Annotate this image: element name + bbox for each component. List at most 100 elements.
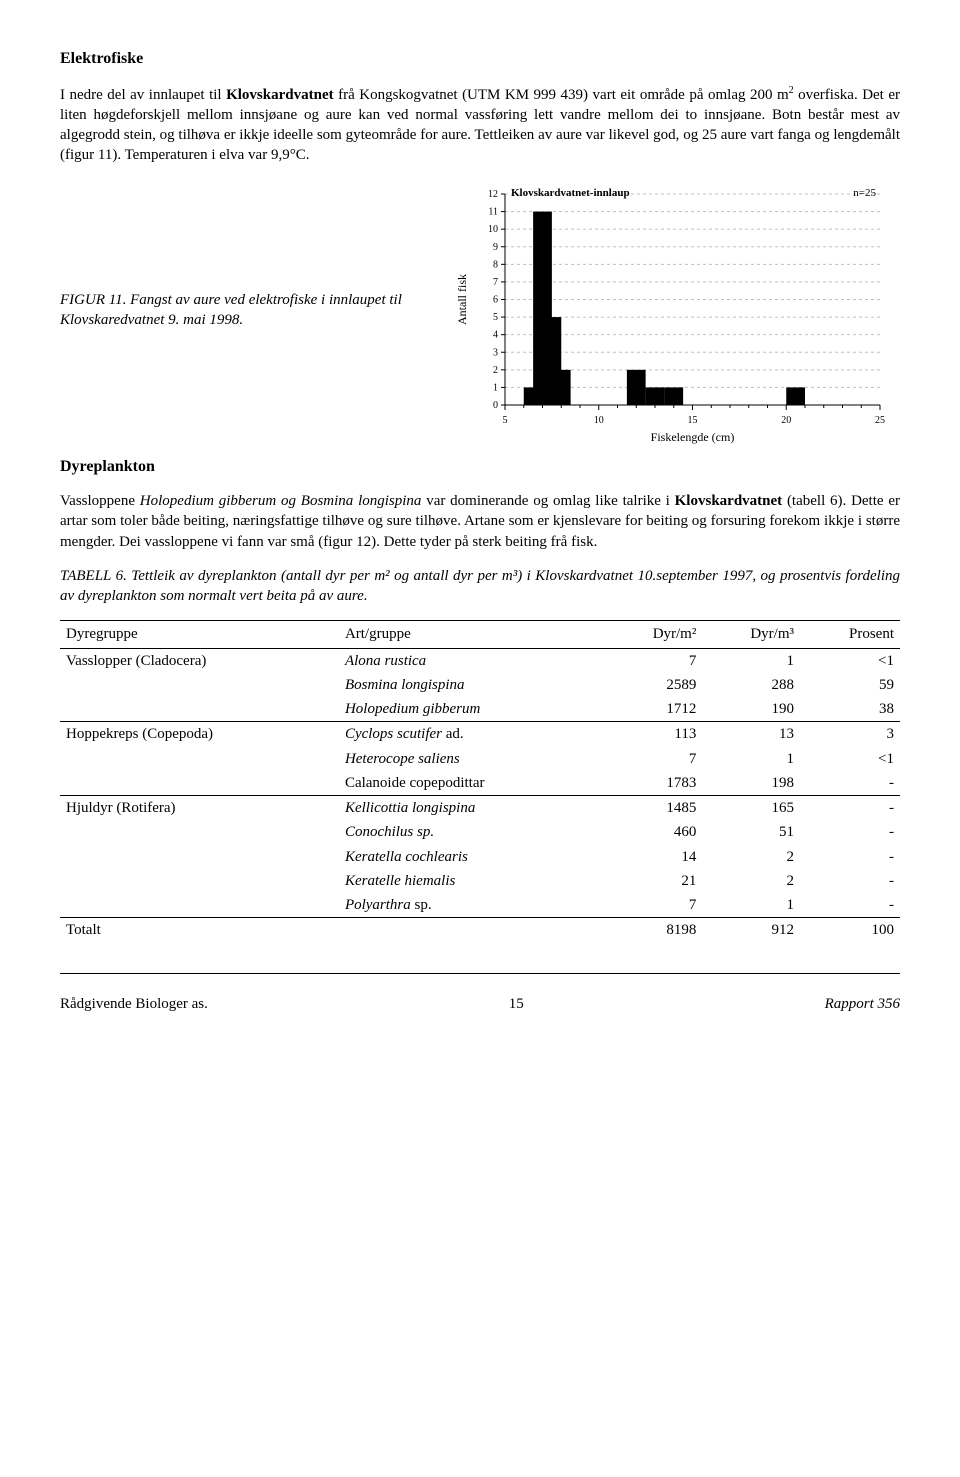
group-cell <box>60 747 339 771</box>
table-row: Polyarthra sp.71- <box>60 893 900 918</box>
tabell-6-caption: TABELL 6. Tettleik av dyreplankton (anta… <box>60 566 900 607</box>
heading-elektrofiske: Elektrofiske <box>60 48 900 70</box>
art-cell: Heterocope saliens <box>339 747 605 771</box>
svg-text:10: 10 <box>488 224 498 235</box>
svg-text:12: 12 <box>488 189 498 200</box>
value-cell: 2 <box>702 845 800 869</box>
table-row: Hjuldyr (Rotifera)Kellicottia longispina… <box>60 796 900 821</box>
value-cell: 2589 <box>605 673 703 697</box>
value-cell: 1 <box>702 893 800 918</box>
plankton-table: DyregruppeArt/gruppeDyr/m²Dyr/m³Prosent … <box>60 620 900 942</box>
value-cell: <1 <box>800 648 900 673</box>
value-cell: 7 <box>605 893 703 918</box>
p1-bold: Klovskardvatnet <box>226 87 334 103</box>
table-row: Heterocope saliens71<1 <box>60 747 900 771</box>
value-cell: 288 <box>702 673 800 697</box>
svg-text:Fiskelengde (cm): Fiskelengde (cm) <box>651 430 735 444</box>
art-cell: Kellicottia longispina <box>339 796 605 821</box>
table-header: Prosent <box>800 621 900 648</box>
table-header: Dyr/m³ <box>702 621 800 648</box>
value-cell: - <box>800 796 900 821</box>
value-cell: 113 <box>605 722 703 747</box>
total-cell: 8198 <box>605 918 703 943</box>
svg-text:9: 9 <box>493 241 498 252</box>
p1-mid: frå Kongskogvatnet (UTM KM 999 439) vart… <box>334 87 789 103</box>
value-cell: 1783 <box>605 771 703 796</box>
svg-text:15: 15 <box>688 415 698 426</box>
group-cell <box>60 820 339 844</box>
art-cell: Alona rustica <box>339 648 605 673</box>
heading-dyreplankton: Dyreplankton <box>60 456 900 478</box>
histogram-chart: 0123456789101112510152025Antall fiskFisk… <box>450 180 890 450</box>
figure-11-caption: FIGUR 11. Fangst av aure ved elektrofisk… <box>60 180 450 331</box>
table-header: Art/gruppe <box>339 621 605 648</box>
value-cell: 3 <box>800 722 900 747</box>
value-cell: - <box>800 771 900 796</box>
paragraph-1: I nedre del av innlaupet til Klovskardva… <box>60 84 900 166</box>
footer-right: Rapport 356 <box>825 994 900 1014</box>
group-cell <box>60 697 339 722</box>
svg-text:6: 6 <box>493 294 498 305</box>
total-label: Totalt <box>60 918 339 943</box>
value-cell: 1485 <box>605 796 703 821</box>
svg-text:1: 1 <box>493 382 498 393</box>
table-row: Bosmina longispina258928859 <box>60 673 900 697</box>
group-cell <box>60 771 339 796</box>
value-cell: 51 <box>702 820 800 844</box>
value-cell: 1712 <box>605 697 703 722</box>
table-row: Keratella cochlearis142- <box>60 845 900 869</box>
value-cell: - <box>800 820 900 844</box>
total-row: Totalt 8198912100 <box>60 918 900 943</box>
svg-text:20: 20 <box>781 415 791 426</box>
group-cell: Hoppekreps (Copepoda) <box>60 722 339 747</box>
value-cell: 198 <box>702 771 800 796</box>
p2-pre: Vassloppene <box>60 493 140 509</box>
svg-text:11: 11 <box>488 206 498 217</box>
value-cell: 2 <box>702 869 800 893</box>
table-row: Holopedium gibberum171219038 <box>60 697 900 722</box>
svg-text:25: 25 <box>875 415 885 426</box>
group-cell <box>60 893 339 918</box>
group-cell <box>60 845 339 869</box>
svg-text:2: 2 <box>493 364 498 375</box>
table-row: Calanoide copepodittar1783198- <box>60 771 900 796</box>
value-cell: 7 <box>605 747 703 771</box>
table-row: Keratelle hiemalis212- <box>60 869 900 893</box>
paragraph-2: Vassloppene Holopedium gibberum og Bosmi… <box>60 491 900 552</box>
group-cell: Hjuldyr (Rotifera) <box>60 796 339 821</box>
value-cell: - <box>800 845 900 869</box>
table-header: Dyregruppe <box>60 621 339 648</box>
table-row: Hoppekreps (Copepoda)Cyclops scutifer ad… <box>60 722 900 747</box>
svg-text:7: 7 <box>493 277 498 288</box>
group-cell <box>60 673 339 697</box>
value-cell: <1 <box>800 747 900 771</box>
svg-text:4: 4 <box>493 329 498 340</box>
svg-text:5: 5 <box>493 312 498 323</box>
svg-text:3: 3 <box>493 347 498 358</box>
value-cell: 59 <box>800 673 900 697</box>
group-cell: Vasslopper (Cladocera) <box>60 648 339 673</box>
art-cell: Bosmina longispina <box>339 673 605 697</box>
total-cell: 912 <box>702 918 800 943</box>
svg-text:5: 5 <box>503 415 508 426</box>
art-cell: Cyclops scutifer ad. <box>339 722 605 747</box>
value-cell: 460 <box>605 820 703 844</box>
table-row: Vasslopper (Cladocera)Alona rustica71<1 <box>60 648 900 673</box>
group-cell <box>60 869 339 893</box>
value-cell: 190 <box>702 697 800 722</box>
total-cell: 100 <box>800 918 900 943</box>
p1-pre: I nedre del av innlaupet til <box>60 87 226 103</box>
value-cell: 14 <box>605 845 703 869</box>
table-row: Conochilus sp.46051- <box>60 820 900 844</box>
value-cell: 7 <box>605 648 703 673</box>
svg-text:0: 0 <box>493 400 498 411</box>
art-cell: Keratella cochlearis <box>339 845 605 869</box>
art-cell: Polyarthra sp. <box>339 893 605 918</box>
svg-text:Klovskardvatnet-innlaup: Klovskardvatnet-innlaup <box>511 187 630 199</box>
p2-italic: Holopedium gibberum og Bosmina longispin… <box>140 493 422 509</box>
svg-text:10: 10 <box>594 415 604 426</box>
p2-bold: Klovskardvatnet <box>675 493 783 509</box>
value-cell: 1 <box>702 648 800 673</box>
value-cell: 13 <box>702 722 800 747</box>
art-cell: Holopedium gibberum <box>339 697 605 722</box>
